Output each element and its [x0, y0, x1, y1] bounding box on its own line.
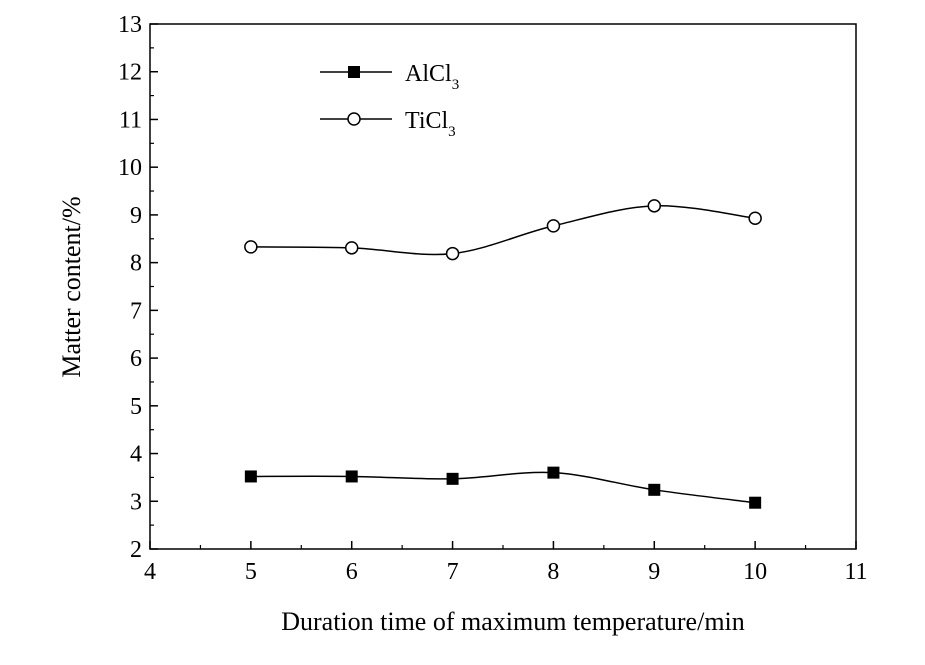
y-tick-label: 2: [130, 537, 142, 563]
y-tick-label: 10: [118, 155, 142, 181]
series-line-ticl3: [250, 205, 756, 256]
y-tick-label: 11: [119, 107, 142, 133]
x-tick-label: 6: [346, 559, 358, 585]
data-point-ticl3: [244, 240, 258, 254]
x-tick-label: 8: [547, 559, 559, 585]
x-axis-ticks: 4 5 6 7 8 9 10 11: [144, 541, 868, 585]
y-tick-label: 3: [130, 489, 142, 515]
data-point-alcl3: [345, 470, 358, 483]
legend-label-ticl3-main: TiCl: [405, 108, 448, 134]
series-line-alcl3: [250, 471, 756, 504]
data-point-alcl3: [648, 483, 661, 496]
x-tick-label: 10: [743, 559, 767, 585]
legend-label-ticl3: TiCl3: [405, 108, 456, 140]
y-tick-label: 6: [130, 346, 142, 372]
legend-label-alcl3-sub: 3: [452, 77, 460, 93]
x-axis-title: Duration time of maximum temperature/min: [281, 607, 745, 636]
y-tick-label: 5: [130, 394, 142, 420]
legend-label-alcl3-main: AlCl: [405, 61, 452, 87]
legend-marker-ticl3: [347, 112, 361, 126]
y-tick-label: 13: [118, 12, 142, 38]
data-point-alcl3: [446, 472, 459, 485]
data-point-alcl3: [244, 470, 257, 483]
y-tick-label: 4: [130, 442, 142, 468]
data-point-ticl3: [344, 241, 359, 255]
y-axis-ticks: 2 3 4 5 6 7 8 9 10 11 12 13: [118, 12, 158, 563]
data-point-ticl3: [647, 199, 662, 213]
y-tick-label: 8: [130, 251, 142, 277]
series-layer: [244, 199, 762, 509]
plot-frame: [149, 23, 857, 550]
data-point-alcl3: [749, 496, 762, 509]
legend-label-alcl3: AlCl3: [405, 61, 459, 93]
legend-label-ticl3-sub: 3: [448, 124, 456, 140]
legend: AlCl3 TiCl3: [320, 61, 459, 140]
x-tick-label: 9: [648, 559, 660, 585]
x-tick-label: 11: [844, 559, 867, 585]
data-point-ticl3: [748, 211, 762, 225]
y-tick-label: 7: [130, 298, 142, 324]
legend-marker-alcl3: [348, 66, 360, 78]
y-axis-title: Matter content/%: [57, 196, 86, 377]
y-tick-label: 9: [130, 203, 142, 229]
data-point-ticl3: [445, 246, 460, 261]
data-point-ticl3: [546, 219, 561, 233]
x-tick-label: 7: [447, 559, 459, 585]
x-tick-label: 4: [144, 559, 156, 585]
data-point-alcl3: [547, 466, 560, 479]
x-tick-label: 5: [245, 559, 257, 585]
y-tick-label: 12: [118, 60, 142, 86]
